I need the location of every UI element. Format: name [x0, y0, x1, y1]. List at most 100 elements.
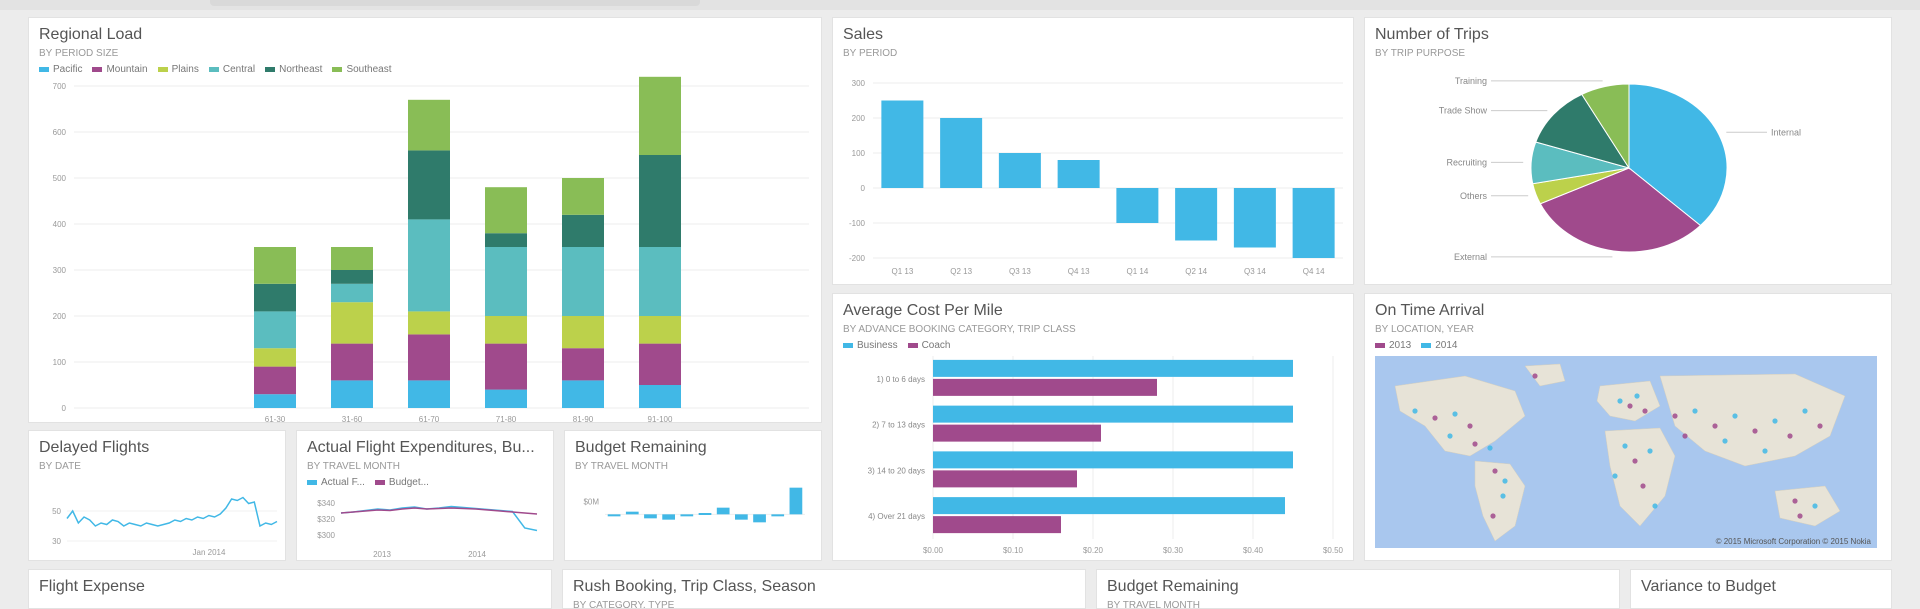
pie-label: Internal	[1771, 127, 1801, 137]
legend-item[interactable]: 2013	[1375, 340, 1411, 351]
map-point	[1817, 423, 1823, 429]
bar	[933, 451, 1293, 469]
map-point	[1627, 403, 1633, 409]
tile-variance-to-budget[interactable]: Variance to Budget	[1630, 569, 1892, 609]
map-point	[1797, 513, 1803, 519]
tile-rush-booking[interactable]: Rush Booking, Trip Class, Season BY CATE…	[562, 569, 1086, 609]
bar-segment	[331, 302, 373, 344]
tile-flight-expense[interactable]: Flight Expense	[28, 569, 552, 609]
map-point	[1472, 441, 1478, 447]
tile-sales[interactable]: Sales BY PERIOD -200 -100 0 100 200 300 Q1 13 Q…	[832, 17, 1354, 285]
tile-number-of-trips[interactable]: Number of Trips BY TRIP PURPOSE Internal…	[1364, 17, 1892, 285]
tile-on-time-arrival[interactable]: On Time Arrival BY LOCATION, YEAR 2013 2…	[1364, 293, 1892, 561]
map-point	[1412, 408, 1418, 414]
map-point	[1492, 468, 1498, 474]
tile-budget-remaining[interactable]: Budget Remaining BY TRAVEL MONTH	[1096, 569, 1620, 609]
tile-delayed-flights[interactable]: Delayed Flights BY DATE 30 50 Jan 2014	[28, 430, 286, 561]
legend-item[interactable]: Business	[843, 340, 898, 351]
map-point	[1682, 433, 1688, 439]
bar-segment	[562, 316, 604, 349]
legend-item[interactable]: Mountain	[92, 64, 148, 75]
y-tick-label: 100	[53, 358, 67, 367]
bar	[625, 511, 639, 515]
bar-segment	[639, 316, 681, 344]
tile-title: Number of Trips	[1375, 26, 1489, 43]
y-tick-label: $320	[317, 515, 335, 524]
pie-label: Others	[1460, 191, 1488, 201]
bar	[789, 487, 803, 515]
legend-swatch	[843, 343, 853, 348]
legend-label: 2014	[1435, 340, 1458, 351]
y-tick-label: 1) 0 to 6 days	[877, 375, 925, 384]
land-mass	[1604, 427, 1676, 527]
map-point	[1672, 413, 1678, 419]
y-tick-label: $300	[317, 531, 335, 540]
legend-label: Actual F...	[321, 477, 365, 488]
tile-average-cost-per-mile[interactable]: Average Cost Per Mile BY ADVANCE BOOKING…	[832, 293, 1354, 561]
legend-item[interactable]: 2014	[1421, 340, 1458, 351]
legend-item[interactable]: Plains	[157, 64, 199, 75]
sales-chart: -200 -100 0 100 200 300 Q1 13 Q2 13 Q3 13 Q4 13 Q1…	[849, 79, 1343, 276]
budget-remaining-small-chart: $0M	[583, 487, 805, 523]
world-map[interactable]: © 2015 Microsoft Corporation © 2015 Noki…	[1375, 356, 1877, 548]
legend-swatch	[265, 67, 276, 72]
bar-segment	[331, 270, 373, 284]
tile-budget-remaining-small[interactable]: Budget Remaining BY TRAVEL MONTH $0M	[564, 430, 822, 561]
y-tick-label: 500	[53, 174, 67, 183]
tile-title: Rush Booking, Trip Class, Season	[573, 578, 816, 595]
tile-title: Delayed Flights	[39, 439, 150, 456]
bar	[1116, 188, 1159, 223]
tile-actual-flight-expenditures[interactable]: Actual Flight Expenditures, Bu... BY TRA…	[296, 430, 554, 561]
tile-title: Variance to Budget	[1641, 578, 1776, 595]
y-tick-label: $0M	[583, 497, 599, 506]
y-tick-label: -100	[849, 219, 866, 228]
tile-regional-load[interactable]: Regional Load BY PERIOD SIZE Pacific Mou…	[28, 17, 822, 423]
legend-item[interactable]: Southeast	[332, 64, 392, 75]
map-point	[1447, 433, 1453, 439]
x-tick-label: 2013	[373, 550, 391, 559]
bar	[881, 100, 924, 188]
legend-item[interactable]: Pacific	[39, 64, 82, 75]
bar	[933, 405, 1293, 423]
legend-item[interactable]: Central	[208, 64, 256, 75]
bar	[933, 424, 1101, 442]
legend-label: Coach	[921, 340, 951, 351]
legend-item[interactable]: Budget...	[374, 477, 429, 488]
legend-swatch	[1375, 343, 1385, 348]
x-tick-label: 91-100	[648, 415, 673, 423]
x-tick-label: Q2 13	[950, 267, 972, 276]
y-tick-label: 2) 7 to 13 days	[872, 421, 925, 430]
tile-subtitle: BY DATE	[39, 461, 81, 472]
legend-label: Northeast	[279, 64, 323, 75]
pie-slice	[1628, 83, 1728, 227]
legend-item[interactable]: Actual F...	[307, 477, 365, 488]
bar	[1175, 188, 1218, 241]
legend-item[interactable]: Coach	[907, 340, 951, 351]
x-tick-label: Q1 13	[891, 267, 913, 276]
bar	[680, 514, 694, 517]
map-point	[1732, 413, 1738, 419]
legend-label: Mountain	[106, 64, 148, 75]
x-tick-label: 61-70	[419, 415, 440, 423]
map-point	[1692, 408, 1698, 414]
x-tick-label: $0.20	[1083, 546, 1104, 555]
map-point	[1752, 428, 1758, 434]
y-tick-label: 400	[53, 220, 67, 229]
bar	[662, 514, 675, 520]
bar-segment	[639, 385, 681, 408]
map-point	[1467, 423, 1473, 429]
delayed-flights-chart: 30 50 Jan 2014	[52, 496, 278, 557]
bar	[771, 514, 785, 517]
legend-label: Central	[222, 64, 256, 75]
x-tick-label: $0.10	[1003, 546, 1024, 555]
legend-swatch	[157, 67, 168, 72]
x-tick-label: Jan 2014	[193, 548, 226, 557]
pie-slice	[1581, 83, 1630, 170]
map-point	[1772, 418, 1778, 424]
x-tick-label: 31-60	[342, 415, 363, 423]
legend-item[interactable]: Northeast	[265, 64, 322, 75]
bar-segment	[254, 394, 296, 408]
bar-segment	[331, 380, 373, 408]
map-point	[1802, 408, 1808, 414]
y-tick-label: 200	[852, 114, 866, 123]
